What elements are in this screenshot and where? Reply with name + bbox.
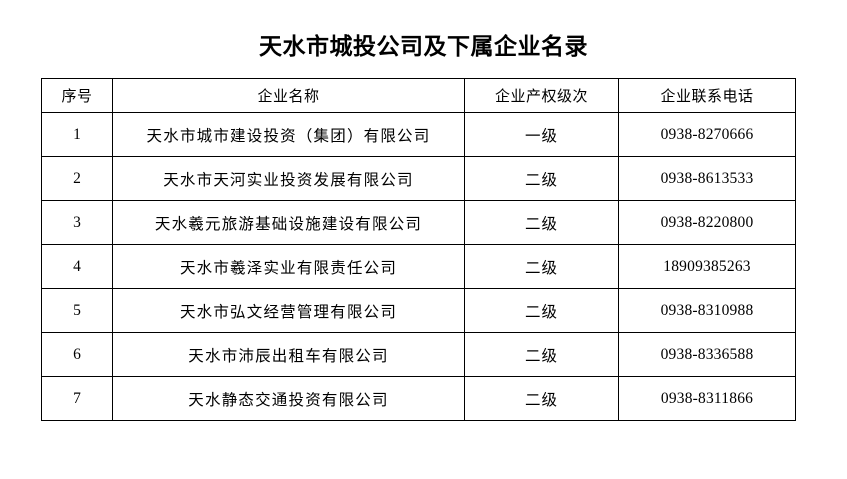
cell-company-name: 天水市天河实业投资发展有限公司 <box>112 156 465 201</box>
page-title: 天水市城投公司及下属企业名录 <box>259 34 588 59</box>
table-row: 5 天水市弘文经营管理有限公司 二级 0938-8310988 <box>41 288 796 333</box>
cell-index: 3 <box>41 200 113 245</box>
cell-company-name: 天水市城市建设投资（集团）有限公司 <box>112 112 465 157</box>
table-header-row: 序号 企业名称 企业产权级次 企业联系电话 <box>41 78 796 113</box>
cell-index: 6 <box>41 332 113 377</box>
column-header-company-name: 企业名称 <box>112 78 465 113</box>
cell-index: 4 <box>41 244 113 289</box>
company-directory-table: 序号 企业名称 企业产权级次 企业联系电话 1 天水市城市建设投资（集团）有限公… <box>41 78 796 421</box>
cell-contact-phone: 0938-8220800 <box>618 200 796 245</box>
table-row: 6 天水市沛辰出租车有限公司 二级 0938-8336588 <box>41 332 796 377</box>
table-row: 1 天水市城市建设投资（集团）有限公司 一级 0938-8270666 <box>41 112 796 157</box>
table-row: 3 天水羲元旅游基础设施建设有限公司 二级 0938-8220800 <box>41 200 796 245</box>
cell-company-name: 天水市弘文经营管理有限公司 <box>112 288 465 333</box>
cell-ownership-tier: 二级 <box>464 332 619 377</box>
column-header-ownership-tier: 企业产权级次 <box>464 78 619 113</box>
cell-contact-phone: 0938-8613533 <box>618 156 796 201</box>
cell-company-name: 天水市沛辰出租车有限公司 <box>112 332 465 377</box>
table-header: 序号 企业名称 企业产权级次 企业联系电话 <box>41 78 796 113</box>
cell-ownership-tier: 二级 <box>464 288 619 333</box>
cell-index: 7 <box>41 376 113 421</box>
table-body: 1 天水市城市建设投资（集团）有限公司 一级 0938-8270666 2 天水… <box>41 112 796 421</box>
cell-ownership-tier: 二级 <box>464 244 619 289</box>
cell-ownership-tier: 二级 <box>464 156 619 201</box>
table-row: 2 天水市天河实业投资发展有限公司 二级 0938-8613533 <box>41 156 796 201</box>
column-header-index: 序号 <box>41 78 113 113</box>
table-row: 7 天水静态交通投资有限公司 二级 0938-8311866 <box>41 376 796 421</box>
cell-index: 1 <box>41 112 113 157</box>
cell-contact-phone: 0938-8310988 <box>618 288 796 333</box>
column-header-contact-phone: 企业联系电话 <box>618 78 796 113</box>
table-row: 4 天水市羲泽实业有限责任公司 二级 18909385263 <box>41 244 796 289</box>
cell-ownership-tier: 二级 <box>464 376 619 421</box>
cell-contact-phone: 0938-8270666 <box>618 112 796 157</box>
cell-contact-phone: 0938-8336588 <box>618 332 796 377</box>
cell-company-name: 天水羲元旅游基础设施建设有限公司 <box>112 200 465 245</box>
cell-company-name: 天水静态交通投资有限公司 <box>112 376 465 421</box>
cell-ownership-tier: 一级 <box>464 112 619 157</box>
cell-index: 5 <box>41 288 113 333</box>
cell-company-name: 天水市羲泽实业有限责任公司 <box>112 244 465 289</box>
cell-index: 2 <box>41 156 113 201</box>
cell-contact-phone: 0938-8311866 <box>618 376 796 421</box>
cell-contact-phone: 18909385263 <box>618 244 796 289</box>
company-directory-table-container: 序号 企业名称 企业产权级次 企业联系电话 1 天水市城市建设投资（集团）有限公… <box>41 78 796 421</box>
cell-ownership-tier: 二级 <box>464 200 619 245</box>
